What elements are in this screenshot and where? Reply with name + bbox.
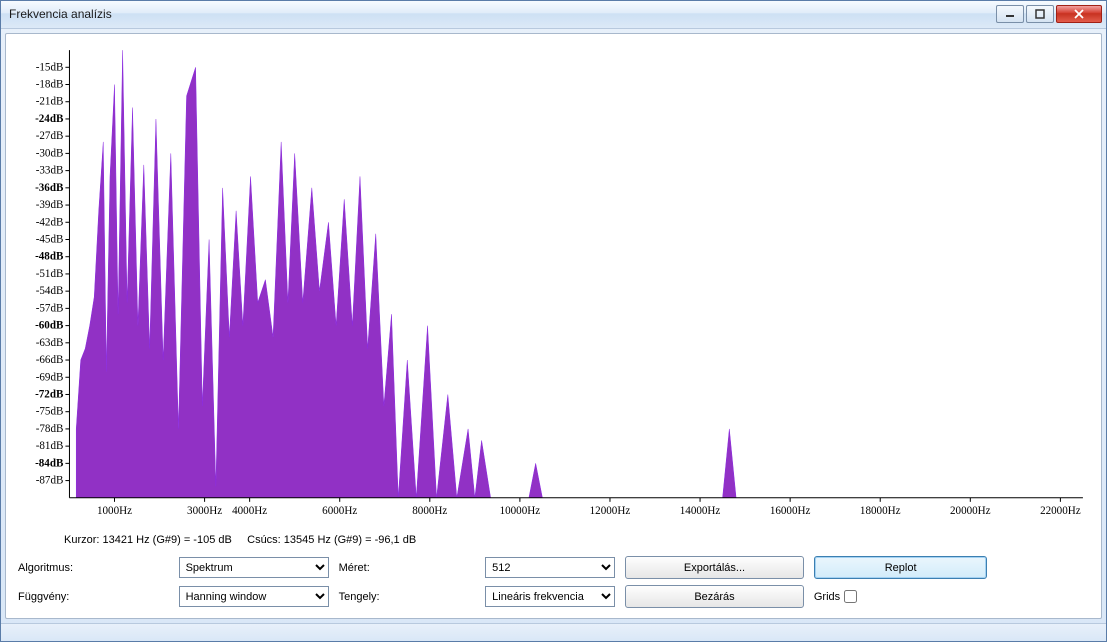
controls-grid: Algoritmus: Spektrum Méret: 512 Exportál… [14,554,1093,610]
function-label: Függvény: [18,591,169,603]
algorithm-select[interactable]: Spektrum [179,557,329,578]
svg-text:-69dB: -69dB [36,371,64,383]
svg-text:-72dB: -72dB [35,388,64,400]
maximize-button[interactable] [1026,5,1054,23]
svg-text:14000Hz: 14000Hz [680,505,721,517]
cursor-info: Kurzor: 13421 Hz (G#9) = -105 dB [64,534,232,546]
svg-text:-81dB: -81dB [36,440,64,452]
svg-text:3000Hz: 3000Hz [187,505,222,517]
spectrum-chart[interactable]: -15dB -18dB -21dB -24dB -27dB -30dB -33dB -36dB… [14,42,1093,526]
svg-text:-84dB: -84dB [35,457,64,469]
svg-text:-21dB: -21dB [36,96,64,108]
size-label: Méret: [339,562,476,574]
grids-label: Grids [814,591,840,603]
svg-text:20000Hz: 20000Hz [950,505,991,517]
svg-text:-75dB: -75dB [36,406,64,418]
svg-text:8000Hz: 8000Hz [412,505,447,517]
axis-select[interactable]: Lineáris frekvencia [485,586,615,607]
svg-text:-18dB: -18dB [36,79,64,91]
svg-text:12000Hz: 12000Hz [590,505,631,517]
svg-text:6000Hz: 6000Hz [322,505,357,517]
close-button[interactable] [1056,5,1102,23]
svg-text:-87dB: -87dB [36,475,64,487]
svg-text:-57dB: -57dB [36,302,64,314]
svg-text:4000Hz: 4000Hz [232,505,267,517]
svg-text:-39dB: -39dB [36,199,64,211]
svg-text:-33dB: -33dB [36,165,64,177]
svg-text:-60dB: -60dB [35,320,64,332]
titlebar[interactable]: Frekvencia analízis [1,1,1106,29]
svg-text:-78dB: -78dB [36,423,64,435]
svg-text:-54dB: -54dB [36,285,64,297]
cursor-status: Kurzor: 13421 Hz (G#9) = -105 dB Csúcs: … [14,532,1093,554]
svg-text:-51dB: -51dB [36,268,64,280]
close-dialog-button[interactable]: Bezárás [625,585,804,608]
algorithm-label: Algoritmus: [18,562,169,574]
function-select[interactable]: Hanning window [179,586,329,607]
svg-text:-63dB: -63dB [36,337,64,349]
grids-toggle: Grids [814,590,988,603]
window-title: Frekvencia analízis [9,7,996,21]
svg-text:10000Hz: 10000Hz [500,505,541,517]
export-button[interactable]: Exportálás... [625,556,804,579]
svg-text:18000Hz: 18000Hz [860,505,901,517]
svg-text:16000Hz: 16000Hz [770,505,811,517]
grids-checkbox[interactable] [844,590,857,603]
svg-text:-45dB: -45dB [36,234,64,246]
replot-button[interactable]: Replot [814,556,988,579]
content-panel: -15dB -18dB -21dB -24dB -27dB -30dB -33dB -36dB… [5,33,1102,619]
svg-text:-42dB: -42dB [36,216,64,228]
svg-text:-48dB: -48dB [35,251,64,263]
svg-text:22000Hz: 22000Hz [1040,505,1081,517]
statusbar [1,623,1106,641]
app-window: Frekvencia analízis -15dB -18dB -21dB -24dB… [0,0,1107,642]
svg-text:1000Hz: 1000Hz [97,505,132,517]
svg-text:-27dB: -27dB [36,130,64,142]
size-select[interactable]: 512 [485,557,615,578]
minimize-button[interactable] [996,5,1024,23]
axis-label: Tengely: [339,591,476,603]
svg-text:-30dB: -30dB [36,147,64,159]
svg-text:-15dB: -15dB [36,61,64,73]
peak-info: Csúcs: 13545 Hz (G#9) = -96,1 dB [247,534,416,546]
window-buttons [996,5,1102,23]
svg-text:-24dB: -24dB [35,113,64,125]
svg-text:-36dB: -36dB [35,182,64,194]
svg-text:-66dB: -66dB [36,354,64,366]
